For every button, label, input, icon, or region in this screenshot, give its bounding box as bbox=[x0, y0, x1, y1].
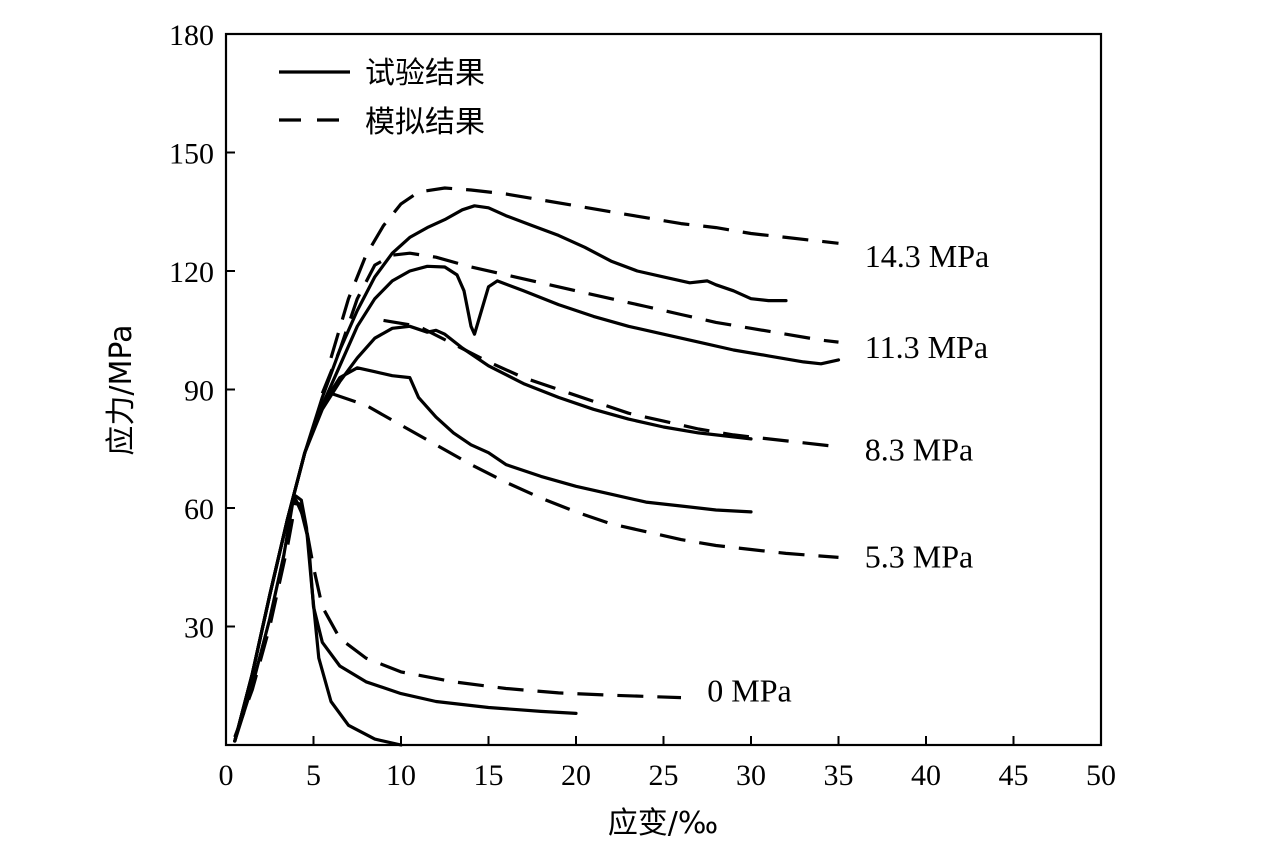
series-experimental-8_3-mpa bbox=[233, 324, 753, 743]
plot-frame bbox=[224, 32, 1103, 747]
y-tick-label: 180 bbox=[169, 19, 214, 52]
x-tick-label: 5 bbox=[306, 759, 321, 792]
x-tick-label: 30 bbox=[736, 759, 766, 792]
series-experimental-0-mpa bbox=[290, 498, 578, 715]
legend-label-simulated: 模拟结果 bbox=[365, 105, 485, 140]
y-tick-label: 90 bbox=[184, 375, 214, 408]
series-label: 11.3 MPa bbox=[865, 329, 988, 365]
x-tick-label: 35 bbox=[824, 759, 854, 792]
x-tick-label: 10 bbox=[386, 759, 416, 792]
series-experimental-14_3-mpa bbox=[233, 204, 788, 743]
x-tick-label: 45 bbox=[999, 759, 1029, 792]
y-tick-label: 30 bbox=[184, 612, 214, 645]
series-simulated-0-mpa bbox=[233, 498, 682, 738]
series-simulated-11_3-mpa bbox=[320, 251, 839, 394]
legend-label-experimental: 试验结果 bbox=[365, 56, 485, 91]
axis-tick-labels: 0 5 10 15 20 25 30 35 40 45 50 30 60 90 120 150 180 bbox=[169, 19, 1116, 792]
series-simulated-5_3-mpa bbox=[330, 391, 839, 559]
x-axis-title: 应变/‰ bbox=[608, 806, 718, 841]
x-tick-label: 0 bbox=[219, 759, 234, 792]
y-tick-label: 60 bbox=[184, 493, 214, 526]
series-label: 5.3 MPa bbox=[865, 538, 973, 574]
data-curves bbox=[233, 186, 841, 747]
series-label: 14.3 MPa bbox=[865, 238, 989, 274]
y-tick-label: 120 bbox=[169, 256, 214, 289]
series-simulated-14_3-mpa bbox=[329, 186, 839, 359]
x-tick-label: 20 bbox=[561, 759, 591, 792]
x-tick-label: 25 bbox=[649, 759, 679, 792]
series-label: 8.3 MPa bbox=[865, 432, 973, 468]
y-axis-title: 应力/MPa bbox=[104, 324, 139, 455]
x-tick-label: 50 bbox=[1086, 759, 1116, 792]
series-experimental-11_3-mpa bbox=[233, 264, 841, 743]
x-tick-label: 15 bbox=[474, 759, 504, 792]
series-labels: 14.3 MPa 11.3 MPa 8.3 MPa 5.3 MPa 0 MPa bbox=[707, 238, 989, 709]
axis-ticks bbox=[226, 151, 1015, 745]
x-tick-label: 40 bbox=[911, 759, 941, 792]
series-label: 0 MPa bbox=[707, 673, 791, 709]
y-tick-label: 150 bbox=[169, 138, 214, 171]
series-simulated-8_3-mpa bbox=[383, 318, 839, 449]
legend: 试验结果 模拟结果 bbox=[279, 56, 485, 140]
